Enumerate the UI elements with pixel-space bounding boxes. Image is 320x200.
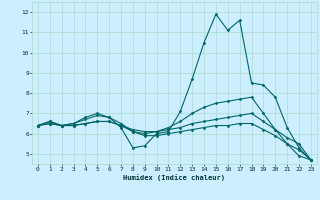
- X-axis label: Humidex (Indice chaleur): Humidex (Indice chaleur): [124, 175, 225, 181]
